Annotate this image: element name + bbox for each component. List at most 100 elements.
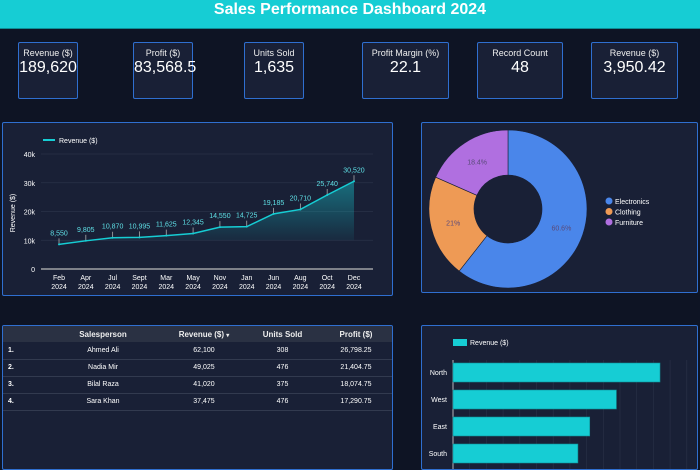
table-cell: Ahmed Ali (43, 342, 163, 360)
y-tick-label: 10k (24, 238, 36, 245)
col-revenue-label: Revenue ($) (178, 329, 225, 339)
bar-west (452, 389, 617, 410)
kpi-card-profit-margin: Profit Margin (%) 22.1 (362, 42, 449, 99)
col-index (3, 326, 43, 342)
table-cell: 21,404.75 (320, 359, 392, 377)
x-tick-label: Feb (53, 275, 65, 282)
table-cell: 375 (245, 376, 320, 394)
kpi-card-record-count: Record Count 48 (477, 42, 563, 99)
table-cell: 26,798.25 (320, 342, 392, 360)
col-salesperson[interactable]: Salesperson (43, 326, 163, 342)
y-tick-label: 30k (24, 181, 36, 188)
legend-label: Revenue ($) (59, 138, 98, 145)
table-cell: Sara Khan (43, 393, 163, 411)
table-cell: 308 (245, 342, 320, 360)
sort-desc-icon[interactable]: ▾ (226, 332, 230, 339)
y-tick-label: North (430, 370, 447, 377)
data-label: 14,725 (236, 213, 258, 220)
y-tick-label: 20k (24, 210, 36, 217)
x-tick-label: 2024 (239, 284, 255, 291)
data-point (111, 236, 114, 239)
kpi-label: Units Sold (253, 48, 295, 58)
area-fill (59, 181, 354, 245)
kpi-value: 189,620 (19, 59, 77, 76)
table-cell: 3. (3, 376, 43, 394)
kpi-label: Revenue ($) (23, 48, 73, 58)
bar-south (452, 443, 579, 464)
bar-east (452, 416, 591, 437)
data-label: 10,870 (102, 224, 124, 231)
x-tick-label: Jun (268, 275, 279, 282)
col-units-sold[interactable]: Units Sold (245, 326, 320, 342)
legend-label: Clothing (615, 210, 641, 217)
kpi-label: Record Count (492, 48, 548, 58)
data-point (299, 208, 302, 211)
x-tick-label: Sept (132, 275, 146, 282)
x-tick-label: 2024 (78, 284, 94, 291)
kpi-label: Revenue ($) (609, 48, 660, 58)
donut-slice-clothing (428, 176, 488, 272)
data-label: 9,805 (77, 227, 95, 234)
x-tick-label: 2024 (185, 284, 201, 291)
data-point (272, 212, 275, 215)
series-line (58, 180, 355, 246)
data-point (245, 225, 248, 228)
y-tick-label: 0 (31, 267, 35, 274)
data-label: 20,710 (290, 195, 312, 202)
x-tick-label: 2024 (266, 284, 282, 291)
region-bar-chart-panel: Revenue ($) North West East South (421, 325, 698, 470)
x-tick-label: 2024 (212, 284, 228, 291)
x-tick-label: Apr (80, 275, 92, 282)
category-donut-chart-panel: 60.6% Electronics 21% Clothing 18.4% Furnitur… (421, 122, 698, 293)
data-label: 30,520 (343, 167, 365, 174)
legend-swatch (605, 197, 613, 205)
data-label: 19,185 (263, 200, 285, 207)
kpi-label: Profit Margin (%) (371, 48, 440, 58)
table-row[interactable]: 1. Ahmed Ali 62,100 308 26,798.25 (3, 342, 392, 360)
data-point (58, 243, 60, 246)
legend-swatch (605, 218, 613, 226)
table-cell: 2. (3, 359, 43, 377)
page-title: Sales Performance Dashboard 2024 (213, 1, 487, 18)
table-row[interactable]: 4. Sara Khan 37,475 476 17,290.75 (3, 393, 392, 411)
salesperson-table: Salesperson Revenue ($) ▾ Units Sold Pro… (3, 326, 392, 411)
y-tick-label: East (433, 424, 447, 431)
data-point (218, 226, 221, 229)
kpi-card-profit: Profit ($) 83,568.5 (133, 42, 196, 99)
table-cell: 37,475 (163, 393, 245, 411)
legend-swatch (453, 339, 467, 346)
category-donut-chart: 60.6% Electronics 21% Clothing 18.4% Furnitur… (428, 129, 650, 289)
data-label: 12,345 (182, 220, 204, 227)
x-tick-label: Nov (214, 275, 227, 282)
y-tick-label: West (431, 397, 447, 404)
kpi-card-units-sold: Units Sold 1,635 (244, 42, 304, 99)
table-cell: 49,025 (163, 359, 245, 377)
revenue-line-chart: Revenue ($) Revenue ($) 0 10k 20k 30k 40k 8,550… (10, 138, 373, 291)
salesperson-table-panel: Salesperson Revenue ($) ▾ Units Sold Pro… (2, 325, 393, 470)
y-axis-title: Revenue ($) (10, 194, 17, 233)
table-cell: 41,020 (163, 376, 245, 394)
table-cell: 476 (245, 393, 320, 411)
bar-north (452, 362, 661, 383)
slice-label: 21% (446, 221, 460, 228)
table-row[interactable]: 2. Nadia Mir 49,025 476 21,404.75 (3, 359, 392, 377)
col-profit[interactable]: Profit ($) (320, 326, 392, 342)
legend-label: Electronics (615, 199, 650, 206)
kpi-label: Profit ($) (145, 48, 181, 58)
x-tick-label: 2024 (51, 284, 67, 291)
x-tick-label: Dec (348, 275, 361, 282)
data-label: 25,740 (316, 181, 338, 188)
table-header-row: Salesperson Revenue ($) ▾ Units Sold Pro… (3, 326, 392, 342)
data-point (165, 234, 168, 237)
col-revenue[interactable]: Revenue ($) ▾ (163, 326, 245, 342)
slice-label: 18.4% (467, 160, 487, 167)
y-tick-label: 40k (24, 152, 36, 159)
data-point (192, 232, 195, 235)
legend-label: Furniture (615, 220, 643, 227)
kpi-value: 1,635 (253, 59, 295, 76)
x-tick-label: Jan (241, 275, 252, 282)
revenue-line-chart-panel: Revenue ($) Revenue ($) 0 10k 20k 30k 40k 8,550… (2, 122, 393, 296)
data-label: 8,550 (50, 230, 68, 237)
x-tick-label: 2024 (105, 284, 121, 291)
table-row[interactable]: 3. Bilal Raza 41,020 375 18,074.75 (3, 376, 392, 394)
